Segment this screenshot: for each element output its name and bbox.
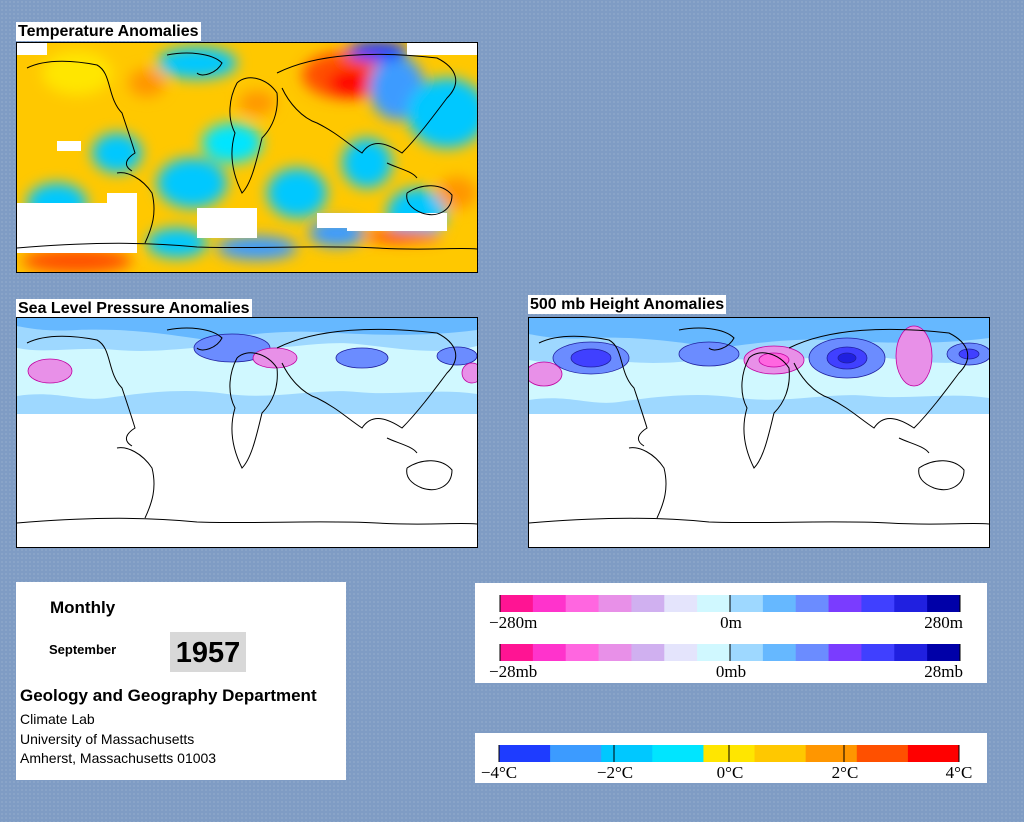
pressure-scale-swatch [828,644,862,661]
pressure-color-bar [499,644,961,661]
pressure-scale-swatch [631,644,665,661]
info-panel: Monthly September 1957 Geology and Geogr… [16,582,346,780]
pressure-scale-swatch [861,644,895,661]
pressure-label-max: 28mb [924,662,963,681]
pressure-scale-swatch [927,644,961,661]
pressure-scale-swatch [532,644,567,661]
temperature-legend: −4°C −2°C 0°C 2°C 4°C [475,733,987,783]
height-scale-swatch [828,595,862,612]
pressure-scale-swatch [500,644,534,661]
height-scale-swatch [598,595,632,612]
pressure-label-min: −28mb [489,662,537,681]
height-scale-swatch [894,595,928,612]
height-scale-swatch [795,595,830,612]
height-scale-swatch [664,595,698,612]
height500-anomaly-map [528,317,990,548]
month-label: September [49,642,117,657]
height-scale-swatch [500,595,534,612]
pressure-scale-swatch [565,644,600,661]
pressure-scale-swatch [697,644,731,661]
temperature-scale-swatch [805,745,858,762]
lab-name: Climate Lab [20,711,95,727]
temperature-scale-swatch [550,745,602,762]
temperature-color-bar [498,745,960,762]
height-scale-swatch [861,595,895,612]
height-label-mid: 0m [720,613,742,632]
temperature-scale-swatch [652,745,704,762]
height-scale-swatch [730,595,764,612]
pressure-scale-swatch [598,644,632,661]
temperature-scale-swatch [754,745,807,762]
height-scale-swatch [631,595,665,612]
temp-label-m4: −4°C [481,763,517,782]
temperature-panel-title: Temperature Anomalies [16,22,201,41]
temp-label-0: 0°C [717,763,744,782]
department-name: Geology and Geography Department [20,686,317,705]
pressure-label-mid: 0mb [716,662,746,681]
slp-panel-title: Sea Level Pressure Anomalies [16,299,252,318]
height-scale-swatch [532,595,567,612]
year-display: 1957 [170,632,246,672]
height500-panel-title: 500 mb Height Anomalies [528,295,727,314]
temp-label-4: 4°C [946,763,973,782]
pressure-scale-swatch [795,644,830,661]
height-color-bar [499,595,961,612]
temperature-scale-swatch [601,745,653,762]
temperature-scale-swatch [907,745,960,762]
temp-label-2: 2°C [832,763,859,782]
temperature-scale-swatch [856,745,909,762]
pressure-scale-swatch [664,644,698,661]
height-scale-swatch [927,595,961,612]
height-label-max: 280m [924,613,963,632]
height-label-min: −280m [489,613,537,632]
university-name: University of Massachusetts [20,731,195,747]
period-label: Monthly [50,598,116,617]
pressure-scale-swatch [730,644,764,661]
height-pressure-legend: −280m 0m 280m −28mb 0mb 28mb [475,583,987,683]
temperature-anomaly-map [16,42,478,273]
height-scale-swatch [697,595,731,612]
slp-anomaly-map [16,317,478,548]
temp-label-m2: −2°C [597,763,633,782]
height-scale-swatch [565,595,600,612]
height-scale-swatch [762,595,797,612]
pressure-scale-swatch [894,644,928,661]
address: Amherst, Massachusetts 01003 [20,750,217,766]
pressure-scale-swatch [762,644,797,661]
temperature-scale-swatch [499,745,551,762]
